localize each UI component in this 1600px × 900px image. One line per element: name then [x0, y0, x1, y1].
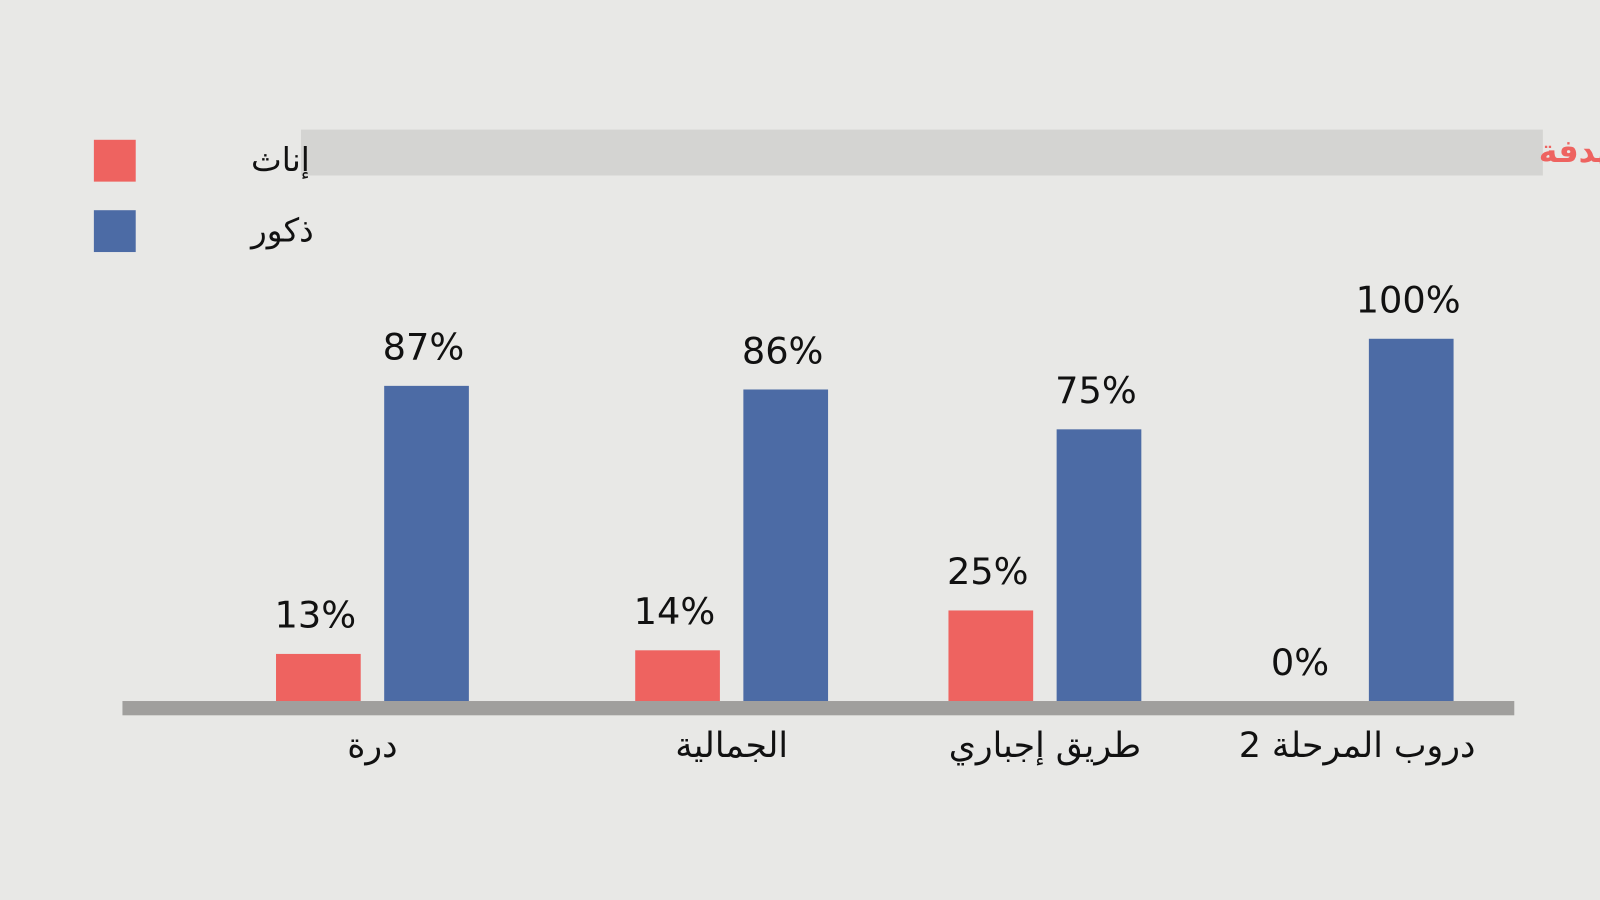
bar: [635, 650, 720, 702]
value-label: 0%: [1271, 641, 1329, 684]
value-label: 14%: [634, 590, 716, 633]
baseline: [122, 701, 1515, 716]
bar: [1368, 338, 1454, 702]
value-label: 25%: [947, 550, 1029, 593]
x-tick-label: دروب المرحلة 2: [1239, 726, 1476, 766]
legend-swatch: [93, 139, 136, 182]
x-tick-label: طريق إجباري: [949, 726, 1141, 766]
title-background: [301, 129, 1543, 176]
bar: [384, 385, 469, 702]
chart-title: نسبة تواجد النساء في أعمال الموسيقى والغ…: [1539, 131, 1600, 170]
x-tick-label: الجمالية: [675, 726, 788, 766]
bar: [948, 610, 1034, 702]
bar: [276, 653, 361, 702]
value-label: 75%: [1055, 369, 1137, 412]
value-label: 87%: [383, 326, 465, 369]
value-label: 13%: [274, 594, 356, 637]
legend-label: ذكور: [249, 212, 314, 250]
value-label: 86%: [742, 329, 824, 372]
bar: [743, 389, 829, 702]
x-tick-label: درة: [347, 726, 397, 766]
bar: [1056, 429, 1142, 702]
legend-swatch: [93, 210, 136, 253]
value-label: 100%: [1356, 279, 1461, 322]
legend-label: إناث: [251, 141, 310, 180]
